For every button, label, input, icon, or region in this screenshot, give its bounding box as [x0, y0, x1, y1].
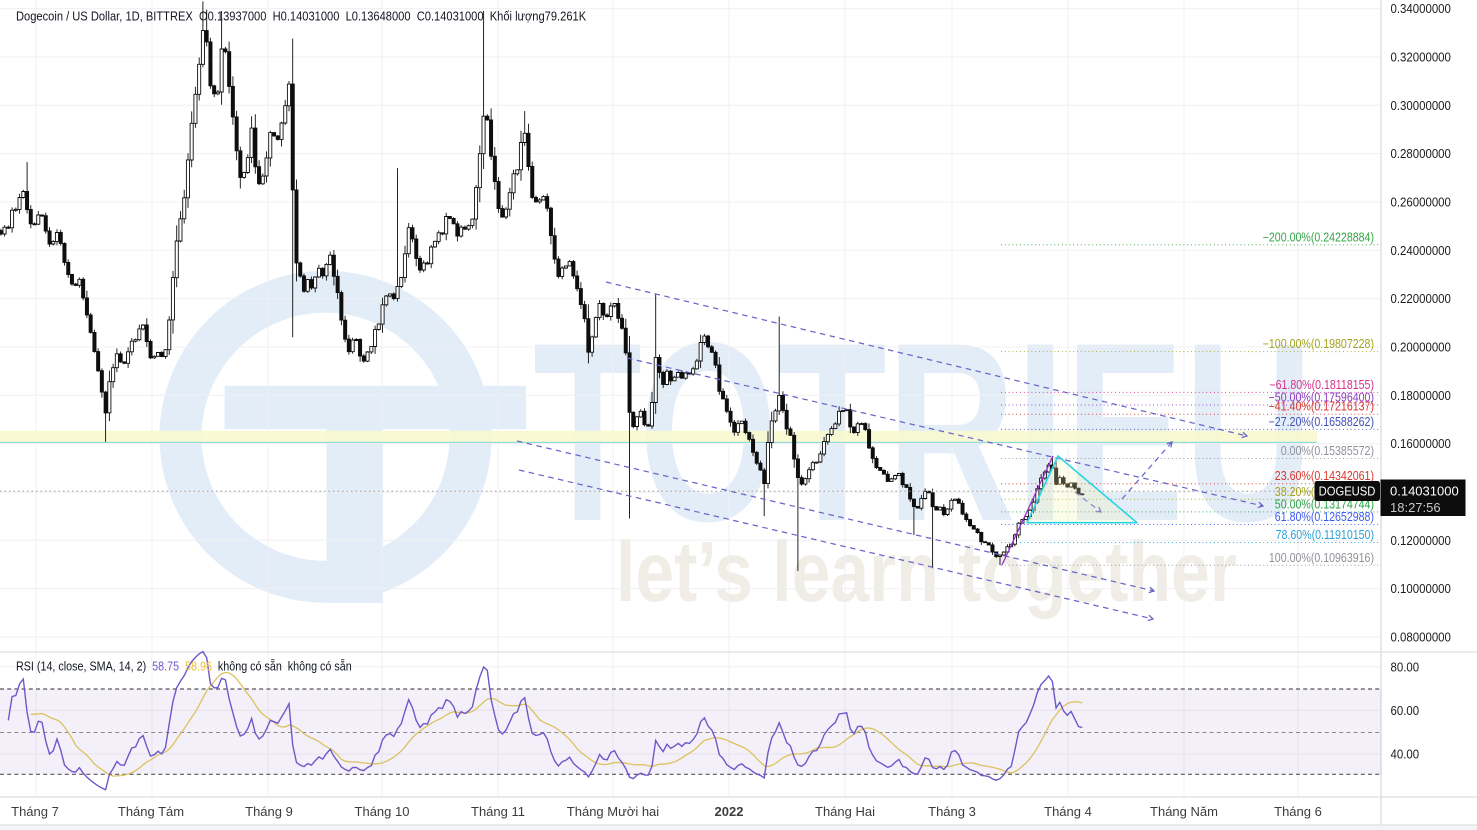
svg-text:0.10000000: 0.10000000 — [1391, 581, 1452, 596]
svg-text:18:27:56: 18:27:56 — [1390, 500, 1441, 515]
svg-text:78.60%(0.11910150): 78.60%(0.11910150) — [1276, 528, 1375, 542]
svg-text:Tháng 7: Tháng 7 — [11, 804, 59, 819]
svg-text:23.60%(0.14342061): 23.60%(0.14342061) — [1275, 469, 1374, 483]
svg-text:0.12000000: 0.12000000 — [1391, 533, 1452, 548]
svg-text:Tháng Năm: Tháng Năm — [1150, 804, 1218, 819]
svg-text:0.20000000: 0.20000000 — [1391, 340, 1452, 355]
svg-text:61.80%(0.12652988): 61.80%(0.12652988) — [1275, 510, 1374, 524]
svg-text:Tháng 11: Tháng 11 — [471, 804, 525, 819]
svg-text:0.28000000: 0.28000000 — [1391, 146, 1452, 161]
svg-text:DOGEUSD: DOGEUSD — [1319, 484, 1376, 499]
svg-text:−61.80%(0.18118155): −61.80%(0.18118155) — [1269, 378, 1374, 392]
svg-text:0.30000000: 0.30000000 — [1391, 98, 1452, 113]
svg-text:Tháng 10: Tháng 10 — [355, 804, 410, 819]
svg-text:−100.00%(0.19807228): −100.00%(0.19807228) — [1263, 337, 1374, 351]
svg-text:RSI (14, close, SMA, 14, 2) 5: RSI (14, close, SMA, 14, 2) 58.75 58.96 … — [16, 659, 352, 674]
svg-text:0.08000000: 0.08000000 — [1391, 630, 1452, 645]
svg-text:80.00: 80.00 — [1391, 660, 1420, 675]
svg-text:0.32000000: 0.32000000 — [1391, 50, 1452, 65]
svg-text:Tháng 6: Tháng 6 — [1274, 804, 1322, 819]
svg-text:Tháng Mười hai: Tháng Mười hai — [567, 804, 659, 819]
svg-text:0.22000000: 0.22000000 — [1391, 291, 1452, 306]
svg-text:50.00%(0.13174744): 50.00%(0.13174744) — [1275, 498, 1374, 512]
svg-text:Dogecoin / US Dollar, 1D, BITT: Dogecoin / US Dollar, 1D, BITTREX O0.139… — [16, 9, 586, 24]
svg-text:Tháng 4: Tháng 4 — [1044, 804, 1092, 819]
svg-text:−50.00%(0.17596400): −50.00%(0.17596400) — [1269, 391, 1375, 405]
svg-text:Tháng 3: Tháng 3 — [928, 804, 976, 819]
svg-text:60.00: 60.00 — [1391, 703, 1420, 718]
svg-text:2022: 2022 — [715, 804, 744, 819]
svg-text:−200.00%(0.24228884): −200.00%(0.24228884) — [1263, 231, 1374, 245]
svg-text:0.16000000: 0.16000000 — [1391, 436, 1452, 451]
svg-text:40.00: 40.00 — [1391, 747, 1420, 762]
svg-text:100.00%(0.10963916): 100.00%(0.10963916) — [1269, 551, 1374, 565]
svg-text:0.26000000: 0.26000000 — [1391, 195, 1452, 210]
svg-text:let’s learn together: let’s learn together — [616, 526, 1237, 620]
svg-text:Tháng Tám: Tháng Tám — [118, 804, 184, 819]
svg-text:Tháng Hai: Tháng Hai — [815, 804, 875, 819]
svg-text:0.14031000: 0.14031000 — [1390, 484, 1459, 499]
svg-text:0.24000000: 0.24000000 — [1391, 243, 1452, 258]
svg-text:Tháng 9: Tháng 9 — [245, 804, 293, 819]
svg-text:−27.20%(0.16588262): −27.20%(0.16588262) — [1269, 415, 1375, 429]
svg-text:−41.40%(0.17216137): −41.40%(0.17216137) — [1269, 400, 1375, 414]
svg-text:0.00%(0.15385572): 0.00%(0.15385572) — [1281, 444, 1374, 458]
svg-text:0.34000000: 0.34000000 — [1391, 1, 1452, 16]
svg-text:0.18000000: 0.18000000 — [1391, 388, 1452, 403]
